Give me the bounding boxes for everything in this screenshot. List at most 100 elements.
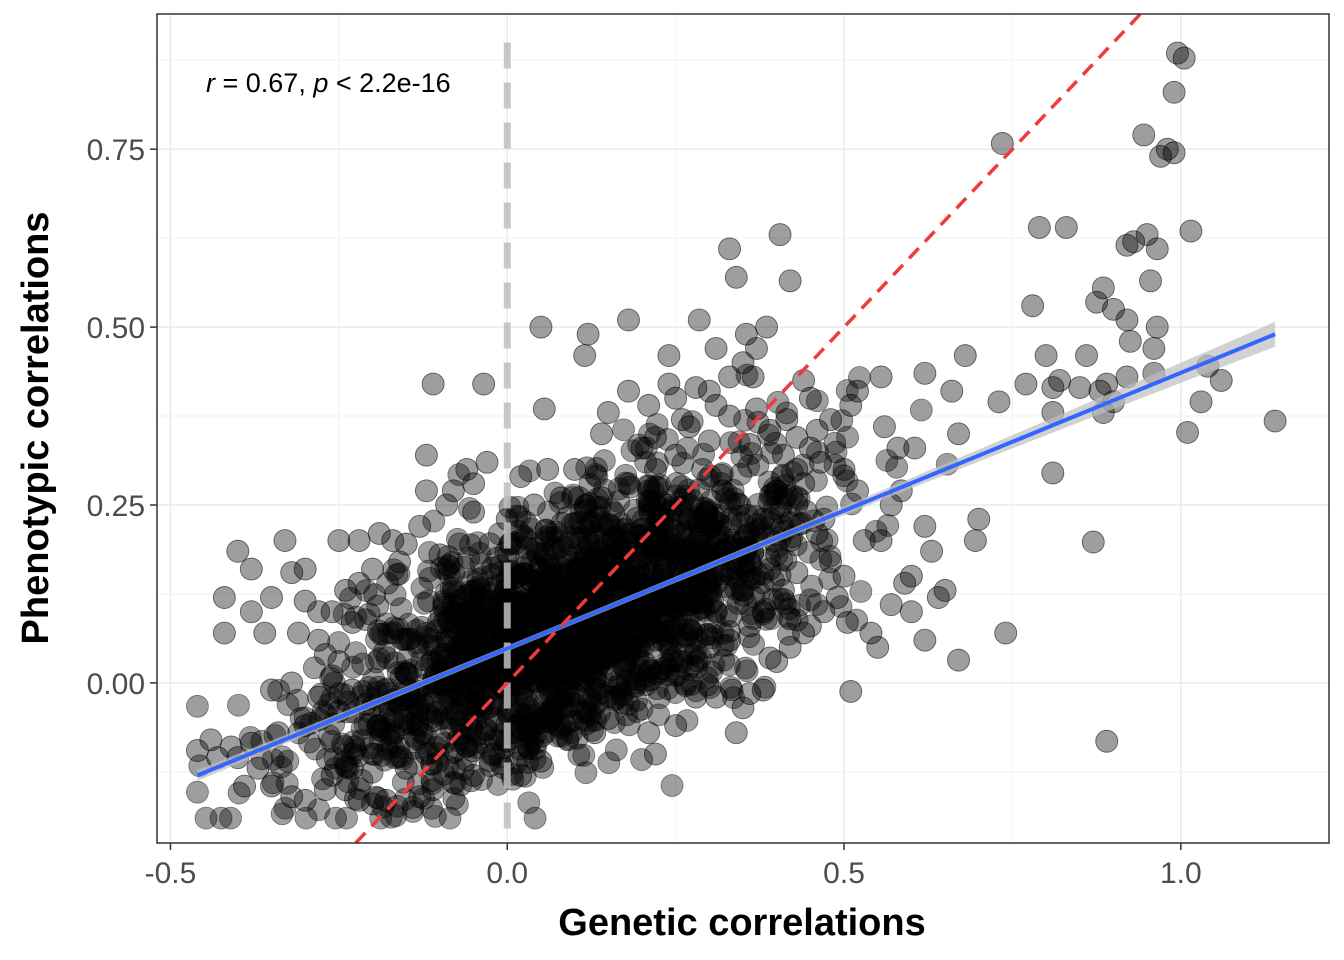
data-point [823,431,847,455]
data-point [341,742,364,766]
data-point [530,640,553,664]
data-point [630,612,653,635]
data-point [634,450,658,474]
data-point [488,745,512,769]
data-point [785,457,809,481]
data-point [664,664,688,687]
data-point [567,628,590,651]
data-point [586,534,610,558]
y-tick-label: 0.75 [87,134,145,167]
data-point [365,627,388,651]
data-point [377,621,401,645]
data-point [567,648,591,672]
data-point [575,456,599,480]
data-point [770,548,794,571]
data-point [540,594,564,618]
data-point [418,566,442,590]
data-point [1081,530,1105,554]
data-point [470,587,493,611]
x-tick-label: -0.5 [145,857,197,890]
data-point [598,638,621,661]
data-point [535,636,559,660]
data-point [664,443,688,467]
data-point [604,608,628,632]
data-point [561,665,585,689]
data-point [1165,41,1189,65]
data-point [444,583,468,607]
data-point [539,522,563,545]
data-point [395,646,419,670]
data-point [586,541,609,565]
data-point [432,595,455,619]
data-point [233,774,257,798]
data-point [819,408,843,432]
data-point [685,591,709,615]
data-point [1075,344,1098,368]
data-point [514,588,538,612]
data-point [340,610,364,634]
data-point [506,701,529,725]
data-point [347,777,371,800]
data-point [829,595,853,618]
data-point [624,636,648,660]
data-point [576,554,599,578]
data-point [592,449,616,473]
data-point [478,749,502,773]
data-point [657,539,681,562]
data-point [657,372,681,396]
data-point [1139,269,1162,293]
data-point [549,600,573,624]
data-point [616,539,640,562]
data-point [987,390,1011,414]
data-point [730,578,754,602]
data-point [464,615,488,638]
data-point [651,629,675,653]
data-point [535,682,559,705]
data-point [746,562,770,586]
data-point [464,611,488,634]
data-point [408,514,432,538]
data-point [483,659,506,682]
data-point [394,628,418,652]
data-point [680,672,703,696]
data-point [876,514,900,537]
data-point [1145,237,1169,261]
data-points [185,41,1287,819]
data-point [514,592,538,616]
data-point [1034,344,1058,368]
data-point [705,600,728,624]
data-point [544,520,568,544]
data-point [353,713,377,737]
data-point [524,670,548,694]
data-point [561,583,585,607]
data-point [603,685,627,709]
data-point [671,549,695,573]
data-point [665,624,689,648]
data-point [332,602,356,626]
data-point [227,693,250,717]
data-point [601,630,625,654]
data-point [1115,308,1139,332]
data-point [718,628,741,652]
data-point [565,633,589,656]
data-point [583,583,606,607]
data-point [645,527,669,551]
data-point [536,601,560,624]
data-point [574,544,598,568]
data-point [246,756,270,780]
data-point [538,578,562,602]
data-point [474,666,498,690]
data-point [467,602,491,625]
data-point [620,521,644,545]
data-point [551,535,575,558]
data-point [607,489,631,513]
data-point [702,653,726,677]
data-point [531,596,555,620]
data-point [690,591,714,615]
data-point [691,457,715,481]
data-point [539,675,562,699]
data-point [527,643,551,666]
data-point [635,489,659,513]
data-point [556,558,580,582]
data-point [913,628,937,652]
